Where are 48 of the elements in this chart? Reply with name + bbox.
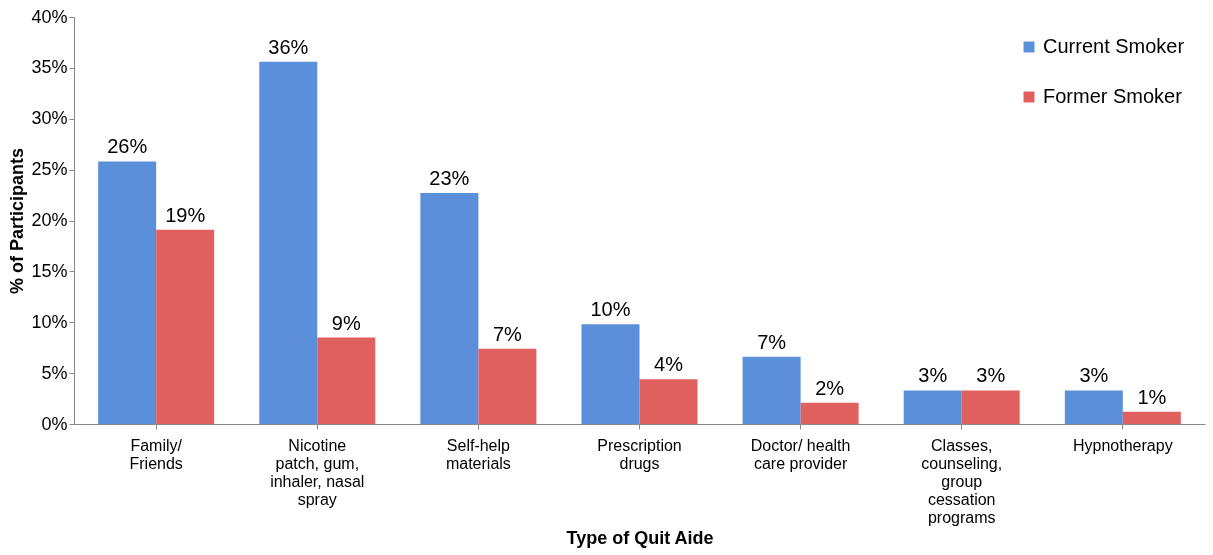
bar — [742, 356, 801, 424]
bar — [156, 229, 215, 424]
y-tick-label: 20% — [31, 210, 68, 230]
x-tick-label: Nicotine patch, gum, inhaler, nasal spray — [270, 436, 365, 508]
data-label: 36% — [268, 35, 309, 58]
data-label: 7% — [492, 322, 523, 345]
x-tick-label: Prescription drugs — [597, 436, 682, 472]
bar — [317, 337, 376, 424]
bar — [98, 161, 157, 424]
y-tick-label: 15% — [31, 260, 68, 281]
x-tick-label: Self-help materials — [445, 436, 511, 472]
x-tick-label: Family/ Friends — [129, 436, 183, 472]
x-tick-label: Doctor/ health care provider — [750, 436, 851, 472]
bar — [259, 61, 318, 424]
bar — [639, 379, 698, 424]
data-label: 23% — [429, 167, 470, 190]
legend-label: Current Smoker — [1043, 35, 1185, 57]
bar — [961, 390, 1020, 424]
bar — [1122, 411, 1181, 424]
data-label: 26% — [107, 135, 148, 158]
data-label: 1% — [1137, 385, 1167, 408]
y-tick-label: 40% — [31, 6, 68, 27]
y-tick-label: 0% — [41, 413, 68, 434]
data-label: 9% — [331, 311, 361, 334]
y-tick-label: 30% — [31, 108, 68, 129]
data-label: 19% — [165, 203, 206, 226]
bar — [1064, 390, 1123, 424]
bar — [478, 348, 537, 424]
y-tick-label: 10% — [31, 311, 68, 332]
bar — [800, 402, 859, 424]
x-axis-title: Type of Quit Aide — [566, 527, 714, 548]
y-tick-label: 5% — [41, 362, 68, 383]
data-label: 7% — [757, 330, 787, 353]
y-tick-label: 25% — [31, 159, 68, 180]
data-label: 2% — [815, 376, 845, 399]
data-label: 10% — [590, 298, 631, 321]
y-tick-label: 35% — [31, 57, 68, 78]
y-axis-title: % of Participants — [7, 147, 28, 295]
bar — [903, 390, 962, 424]
data-label: 3% — [976, 364, 1006, 387]
legend-label: Former Smoker — [1043, 85, 1183, 107]
x-tick-label: Hypnotherapy — [1073, 436, 1173, 454]
bar — [581, 324, 640, 424]
x-tick-label: Classes, counseling, group cessation programs — [921, 436, 1003, 526]
data-label: 3% — [918, 364, 948, 387]
data-label: 3% — [1079, 364, 1109, 387]
bar — [420, 193, 479, 424]
data-label: 4% — [654, 353, 684, 376]
